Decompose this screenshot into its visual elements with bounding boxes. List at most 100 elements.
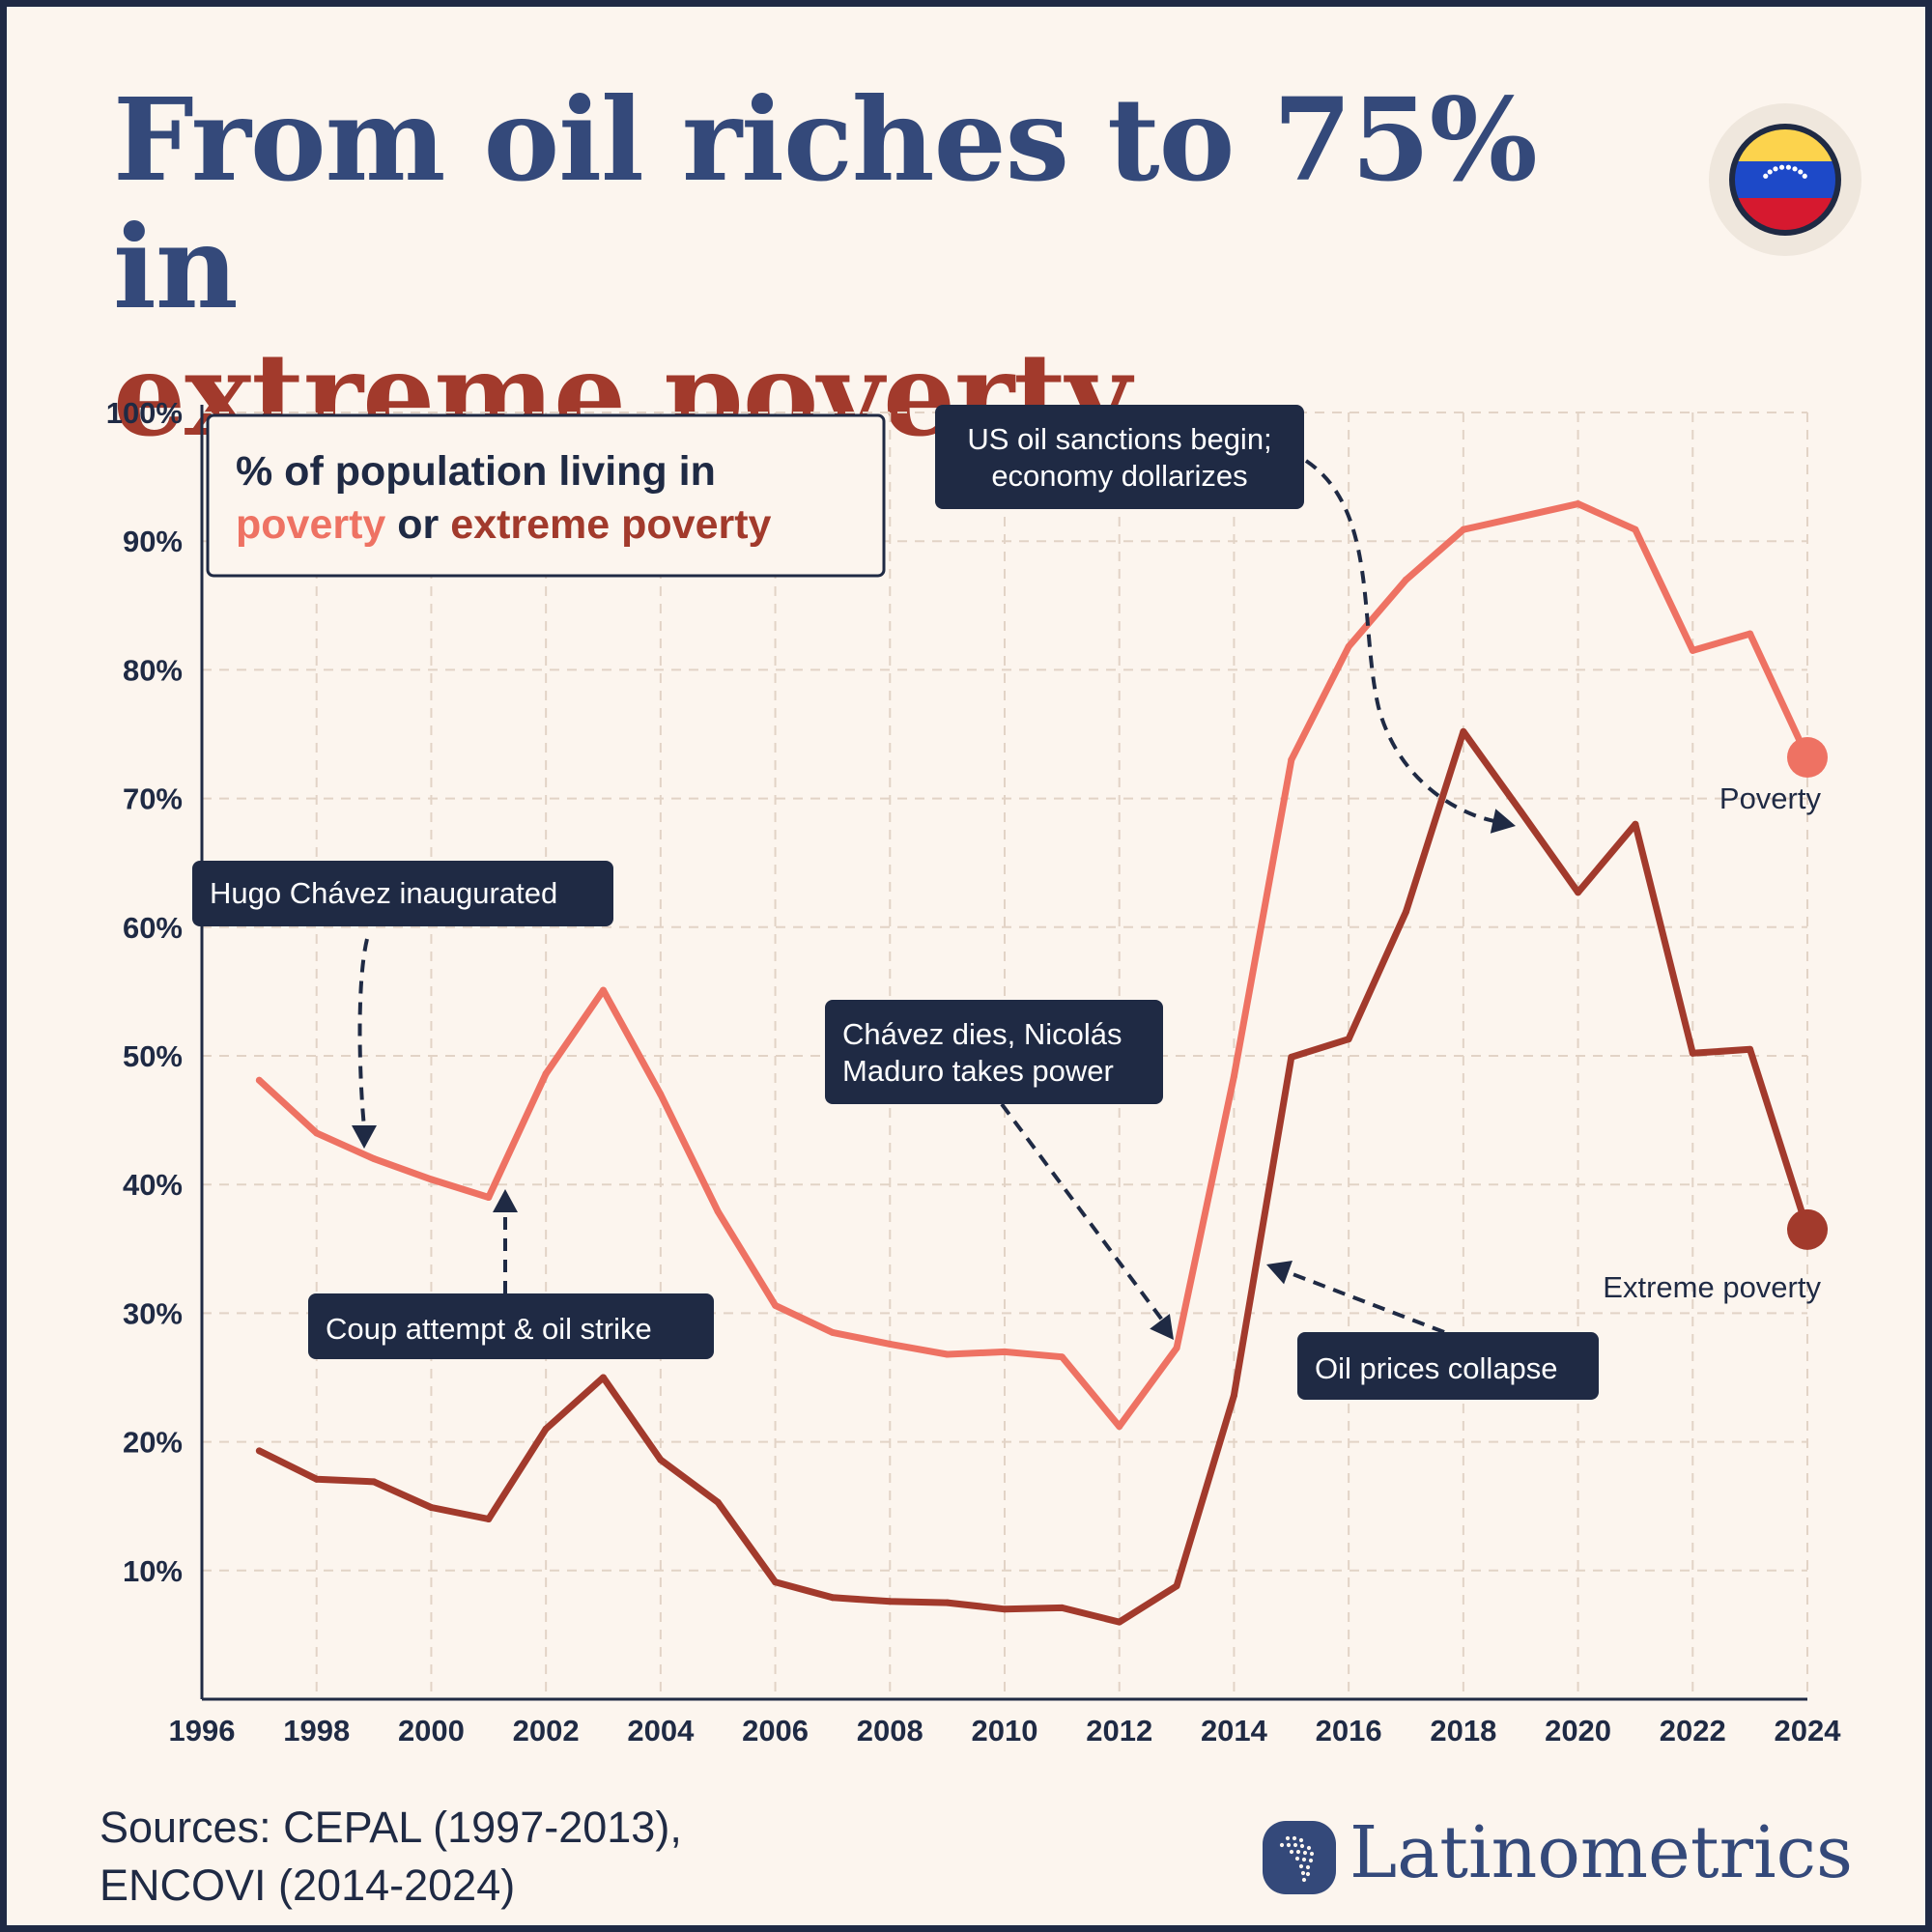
poverty-point bbox=[1747, 630, 1754, 638]
extreme-poverty-point bbox=[427, 1504, 435, 1512]
annotation-text: Hugo Chávez inaugurated bbox=[210, 876, 557, 910]
extreme-poverty-point bbox=[370, 1478, 378, 1486]
y-tick-label: 60% bbox=[123, 911, 183, 945]
x-tick-label: 2006 bbox=[742, 1714, 809, 1747]
annotation-text: US oil sanctions begin; bbox=[967, 422, 1271, 456]
logo-dot bbox=[1305, 1864, 1311, 1870]
extreme-poverty-point bbox=[1116, 1618, 1123, 1626]
arrowhead-icon bbox=[352, 1125, 377, 1149]
extreme-poverty-label: Extreme poverty bbox=[1603, 1270, 1821, 1304]
sources-line-2: ENCOVI (2014-2024) bbox=[99, 1861, 516, 1910]
poverty-point bbox=[1632, 526, 1639, 533]
annotation-background bbox=[308, 1293, 714, 1359]
flag-star bbox=[1767, 169, 1773, 175]
poverty-point bbox=[1460, 526, 1467, 533]
extreme-poverty-point bbox=[1460, 727, 1467, 735]
extreme-poverty-point bbox=[1689, 1049, 1696, 1057]
flag-star bbox=[1785, 164, 1792, 170]
annotation-arrow bbox=[1000, 1102, 1166, 1324]
logo-dot bbox=[1285, 1835, 1291, 1841]
poverty-line-chart: 10% 20% 30% 40% 50% 60% 70% 80% 90% 100% 1996 1998… bbox=[106, 396, 1842, 1747]
poverty-label: Poverty bbox=[1719, 781, 1822, 815]
x-tick-label: 2016 bbox=[1316, 1714, 1382, 1747]
x-tick-label: 2024 bbox=[1775, 1714, 1842, 1747]
logo-dot bbox=[1298, 1863, 1304, 1869]
annotation-text: Maduro takes power bbox=[842, 1054, 1114, 1088]
annotation-text: Oil prices collapse bbox=[1315, 1351, 1558, 1385]
poverty-line bbox=[255, 500, 1811, 1431]
annotation-arrow bbox=[1304, 459, 1495, 823]
brand-logo: Latinometrics bbox=[1263, 1811, 1861, 1908]
extreme-poverty-point bbox=[1517, 808, 1524, 815]
poverty-end-marker bbox=[1787, 736, 1828, 778]
y-tick-label: 90% bbox=[123, 525, 183, 558]
logo-dot bbox=[1298, 1837, 1304, 1843]
x-tick-label: 1996 bbox=[169, 1714, 236, 1747]
x-tick-label: 2008 bbox=[857, 1714, 923, 1747]
annotation-arrow bbox=[357, 938, 369, 1128]
y-tick-label: 50% bbox=[123, 1039, 183, 1073]
flag-star bbox=[1792, 166, 1798, 172]
annotation-background bbox=[1297, 1332, 1599, 1400]
poverty-point bbox=[829, 1328, 837, 1336]
extreme-poverty-point bbox=[542, 1425, 550, 1433]
logo-dot bbox=[1294, 1856, 1300, 1861]
sources-line-1: Sources: CEPAL (1997-2013), bbox=[99, 1803, 682, 1852]
extreme-poverty-point bbox=[944, 1599, 952, 1606]
arrowhead-icon bbox=[1490, 809, 1516, 834]
annotation-text: economy dollarizes bbox=[991, 459, 1247, 493]
poverty-point bbox=[370, 1155, 378, 1163]
poverty-point bbox=[1288, 756, 1295, 764]
extreme-poverty-point bbox=[657, 1456, 665, 1463]
logo-dot bbox=[1308, 1858, 1314, 1863]
y-tick-label: 80% bbox=[123, 653, 183, 687]
annotation-arrow bbox=[1287, 1270, 1445, 1334]
extreme-poverty-point bbox=[600, 1374, 607, 1381]
y-tick-label: 30% bbox=[123, 1296, 183, 1330]
extreme-poverty-point bbox=[485, 1516, 493, 1523]
annotation-background bbox=[192, 861, 613, 926]
poverty-point bbox=[714, 1208, 722, 1215]
extreme-poverty-point bbox=[886, 1598, 894, 1605]
x-tick-label: 2012 bbox=[1086, 1714, 1152, 1747]
poverty-point bbox=[1230, 1072, 1237, 1080]
poverty-point bbox=[886, 1340, 894, 1348]
poverty-point bbox=[485, 1194, 493, 1202]
extreme-poverty-point bbox=[1001, 1605, 1009, 1613]
extreme-poverty-point bbox=[1230, 1392, 1237, 1400]
poverty-point bbox=[1173, 1344, 1180, 1351]
annotation-box: Oil prices collapse bbox=[1297, 1332, 1599, 1400]
x-tick-label: 2004 bbox=[627, 1714, 695, 1747]
extreme-poverty-point bbox=[1288, 1053, 1295, 1061]
poverty-point bbox=[427, 1176, 435, 1183]
legend-line-1: % of population living in bbox=[236, 448, 716, 495]
x-tick-label: 2018 bbox=[1430, 1714, 1496, 1747]
x-tick-label: 2022 bbox=[1660, 1714, 1726, 1747]
extreme-poverty-point bbox=[829, 1594, 837, 1602]
logo-dot bbox=[1300, 1870, 1306, 1876]
extreme-poverty-line bbox=[255, 727, 1811, 1626]
x-tick-label: 2020 bbox=[1545, 1714, 1611, 1747]
extreme-poverty-point bbox=[772, 1578, 780, 1586]
annotation-text: Chávez dies, Nicolás bbox=[842, 1017, 1122, 1051]
poverty-point bbox=[772, 1301, 780, 1309]
poverty-point bbox=[313, 1129, 321, 1137]
arrowhead-icon bbox=[493, 1189, 518, 1212]
venezuela-flag-icon bbox=[1729, 124, 1841, 236]
annotation-box: US oil sanctions begin;economy dollarize… bbox=[935, 405, 1304, 509]
annotation-background bbox=[935, 405, 1304, 509]
poverty-point bbox=[255, 1076, 263, 1084]
x-tick-label: 1998 bbox=[283, 1714, 350, 1747]
poverty-point bbox=[1116, 1423, 1123, 1431]
logo-dot bbox=[1301, 1877, 1307, 1883]
sources-note: Sources: CEPAL (1997-2013), ENCOVI (2014… bbox=[99, 1799, 969, 1915]
flag-star bbox=[1802, 173, 1807, 179]
extreme-poverty-point bbox=[1632, 820, 1639, 828]
extreme-poverty-point bbox=[1345, 1036, 1352, 1043]
logo-dot bbox=[1295, 1849, 1301, 1855]
y-tick-label: 20% bbox=[123, 1426, 183, 1460]
logo-dot bbox=[1289, 1849, 1294, 1855]
logo-dot bbox=[1305, 1871, 1311, 1877]
flag-star bbox=[1773, 166, 1778, 172]
extreme-poverty-point bbox=[255, 1447, 263, 1455]
